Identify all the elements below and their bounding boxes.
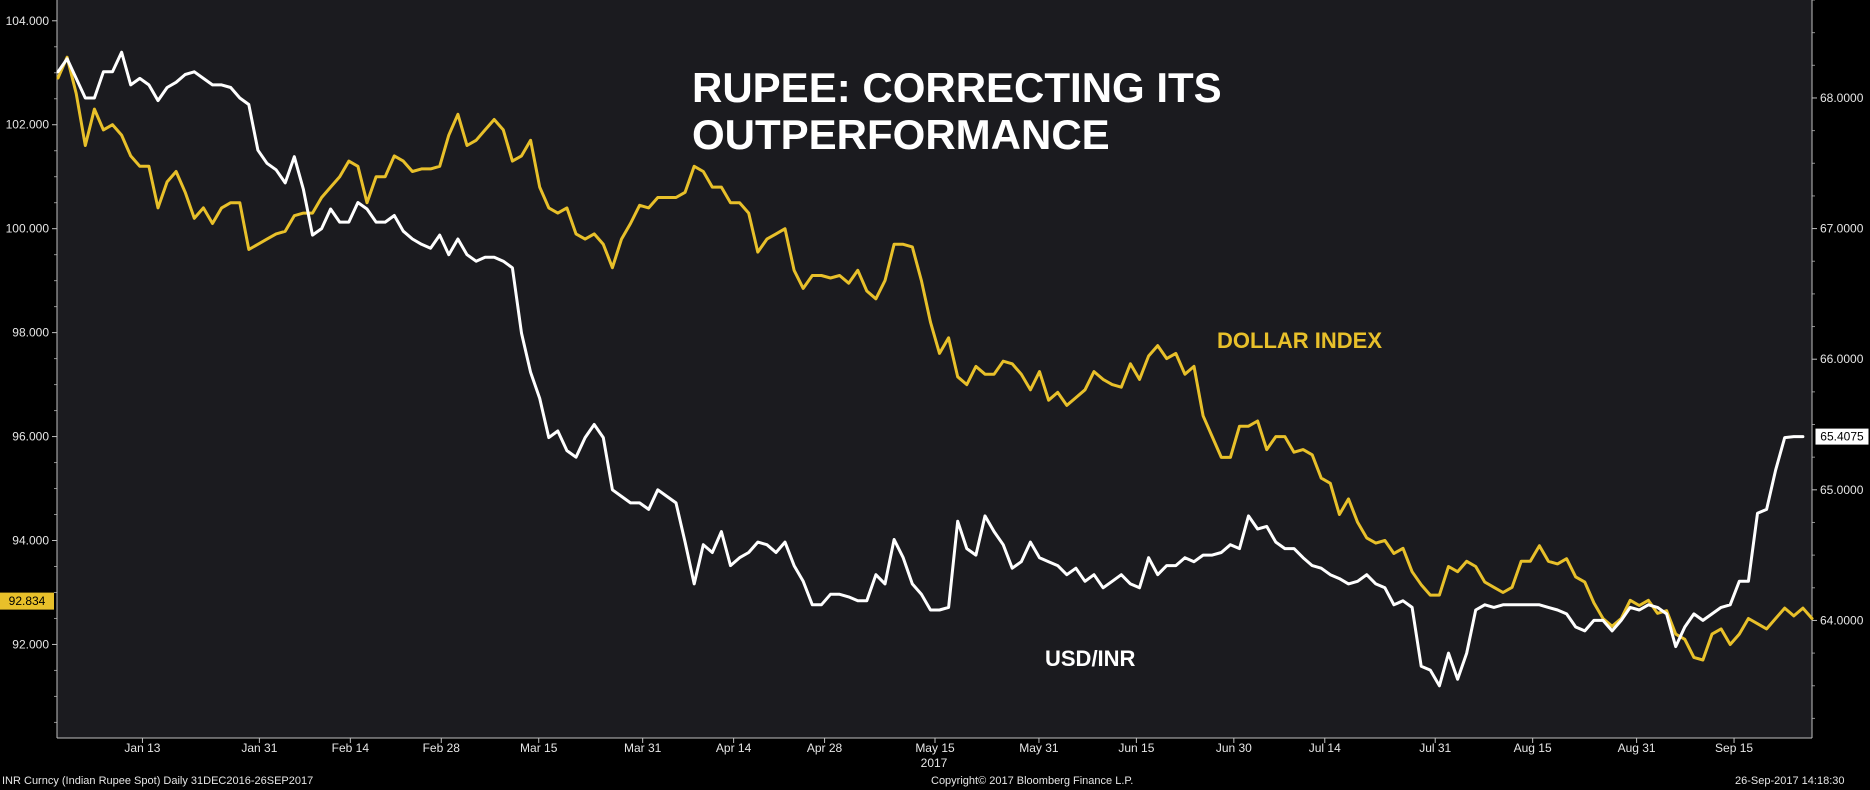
x-axis-tick-label: May 15 xyxy=(915,741,955,755)
right-current-value-box xyxy=(1814,427,1870,446)
chart-title-line-1: RUPEE: CORRECTING ITS xyxy=(692,64,1222,111)
left-current-value-tag: 92.834 xyxy=(0,592,54,610)
right-axis-tick-labels: 68.0000 67.0000 66.0000 65.0000 64.0000 xyxy=(1820,91,1864,627)
footer-security-info: INR Curncy (Indian Rupee Spot) Daily 31D… xyxy=(2,775,314,787)
left-axis-tick-label: 104.000 xyxy=(6,14,50,28)
right-axis-tick-label: 66.0000 xyxy=(1820,352,1864,366)
x-axis-tick-label: Jan 13 xyxy=(124,741,160,755)
right-axis-tick-label: 68.0000 xyxy=(1820,91,1864,105)
left-current-value-box xyxy=(0,592,54,610)
series-label-dollar-index: DOLLAR INDEX xyxy=(1217,328,1382,353)
left-axis-tick-label: 96.000 xyxy=(12,430,49,444)
x-axis-tick-label: Mar 31 xyxy=(624,741,662,755)
x-year-label: 2017 xyxy=(921,756,948,770)
left-axis-tick-label: 102.000 xyxy=(6,118,50,132)
right-axis-tick-label: 65.0000 xyxy=(1820,483,1864,497)
left-axis-tick-labels: 104.000 102.000 100.000 98.000 96.000 94.000 9… xyxy=(6,14,50,652)
left-axis-tick-label: 98.000 xyxy=(12,326,49,340)
x-axis-tick-label: Jul 31 xyxy=(1419,741,1451,755)
x-axis-tick-label: May 31 xyxy=(1019,741,1059,755)
x-axis-tick-label: Jun 30 xyxy=(1216,741,1252,755)
x-axis-tick-label: Jan 31 xyxy=(241,741,277,755)
left-axis-tick-label: 92.000 xyxy=(12,637,49,651)
left-axis-tick-label: 100.000 xyxy=(6,222,50,236)
left-current-value-label: 92.834 xyxy=(9,594,46,608)
series-line-usd-inr xyxy=(56,50,1805,688)
x-axis-tick-label: Jul 14 xyxy=(1309,741,1341,755)
x-axis-tick-labels: Jan 13 Jan 31 Feb 14 Feb 28 Mar 15 Mar 31 Apr … xyxy=(124,741,1753,755)
footer-bar: INR Curncy (Indian Rupee Spot) Daily 31D… xyxy=(0,774,1870,790)
x-axis-tick-label: Apr 28 xyxy=(807,741,843,755)
chart-title-line-2: OUTPERFORMANCE xyxy=(692,111,1110,158)
right-current-value-tag: 65.4075 xyxy=(1814,427,1870,446)
x-axis-tick-label: Mar 15 xyxy=(520,741,558,755)
series-layer xyxy=(56,50,1814,688)
left-axis-tick-label: 94.000 xyxy=(12,534,49,548)
plot-background xyxy=(57,0,1812,738)
footer-copyright: Copyright© 2017 Bloomberg Finance L.P. xyxy=(931,775,1134,787)
right-current-value-label: 65.4075 xyxy=(1820,430,1864,444)
x-axis-tick-label: Jun 15 xyxy=(1118,741,1154,755)
right-axis-tick-label: 64.0000 xyxy=(1820,613,1864,627)
x-axis-tick-label: Feb 28 xyxy=(423,741,461,755)
series-line-dollar-index xyxy=(56,55,1814,662)
x-axis-tick-label: Feb 14 xyxy=(332,741,370,755)
footer-timestamp: 26-Sep-2017 14:18:30 xyxy=(1735,775,1845,787)
x-axis-tick-label: Aug 15 xyxy=(1514,741,1552,755)
x-axis-tick-label: Aug 31 xyxy=(1618,741,1656,755)
right-axis-tick-label: 67.0000 xyxy=(1820,222,1864,236)
x-axis-tick-label: Sep 15 xyxy=(1715,741,1753,755)
x-axis-tick-label: Apr 14 xyxy=(716,741,752,755)
series-label-usd-inr: USD/INR xyxy=(1045,646,1136,671)
